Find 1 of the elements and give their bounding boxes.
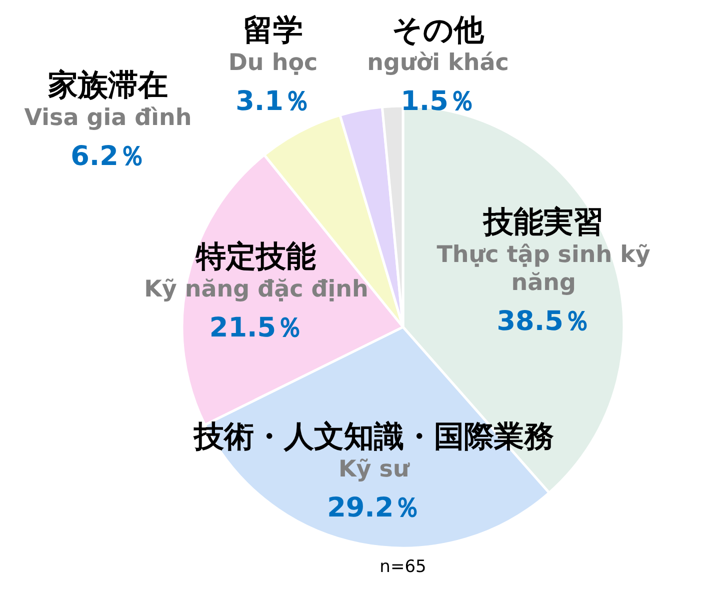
text: n=65: [380, 557, 426, 577]
